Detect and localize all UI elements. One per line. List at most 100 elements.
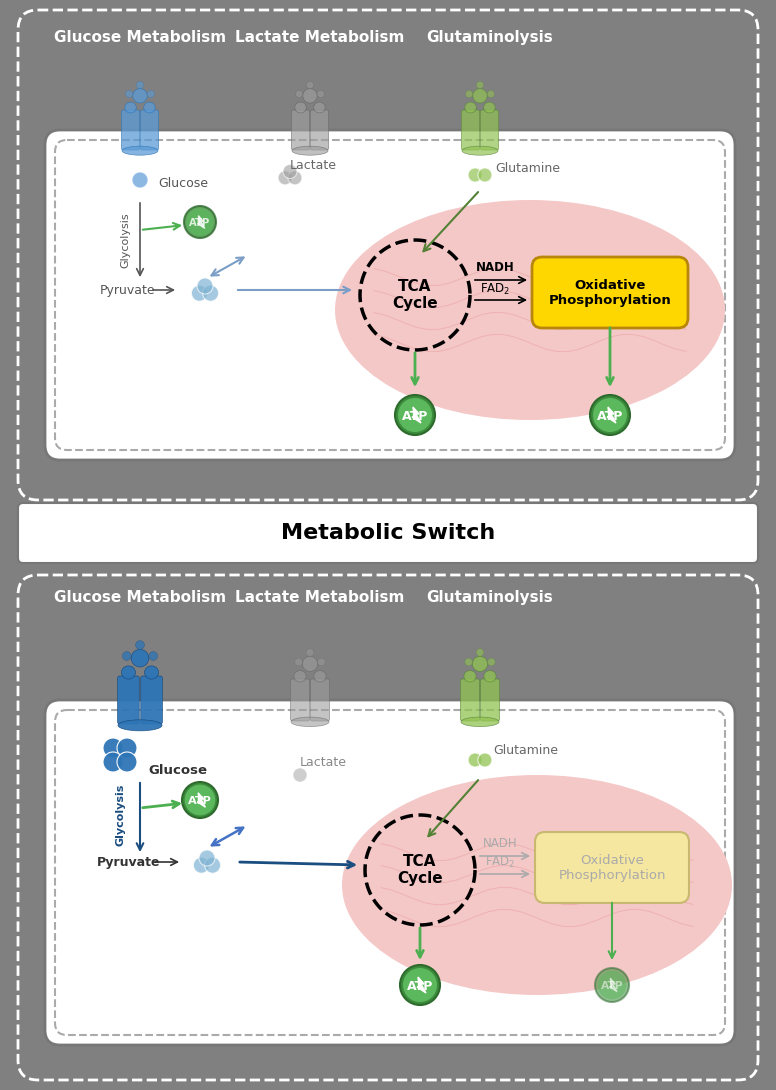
Circle shape <box>473 656 487 671</box>
Circle shape <box>293 768 307 782</box>
FancyBboxPatch shape <box>140 110 158 150</box>
FancyBboxPatch shape <box>290 679 310 720</box>
Circle shape <box>278 171 292 185</box>
Ellipse shape <box>144 666 158 679</box>
Text: Glutamine: Glutamine <box>495 161 560 174</box>
Polygon shape <box>607 407 616 423</box>
Text: FAD$_2$: FAD$_2$ <box>480 282 510 296</box>
Circle shape <box>317 90 324 98</box>
Circle shape <box>400 965 440 1005</box>
Circle shape <box>476 649 483 656</box>
FancyBboxPatch shape <box>310 110 329 150</box>
Polygon shape <box>198 216 205 229</box>
Ellipse shape <box>292 146 328 155</box>
Ellipse shape <box>314 102 325 113</box>
Circle shape <box>126 90 133 98</box>
FancyBboxPatch shape <box>45 700 735 1045</box>
Circle shape <box>133 88 147 102</box>
Ellipse shape <box>291 717 329 727</box>
Text: Glutaminolysis: Glutaminolysis <box>427 31 553 45</box>
Text: Lactate: Lactate <box>290 158 337 171</box>
Polygon shape <box>197 792 206 808</box>
FancyBboxPatch shape <box>460 679 480 720</box>
Text: FAD$_2$: FAD$_2$ <box>485 855 515 870</box>
Text: Oxidative
Phosphorylation: Oxidative Phosphorylation <box>549 279 671 307</box>
Circle shape <box>131 650 149 667</box>
Circle shape <box>590 395 630 435</box>
FancyBboxPatch shape <box>310 679 330 720</box>
Circle shape <box>186 208 213 235</box>
Text: Pyruvate: Pyruvate <box>97 856 161 869</box>
FancyBboxPatch shape <box>480 110 499 150</box>
Text: Glutamine: Glutamine <box>493 743 558 756</box>
Text: Glucose Metabolism: Glucose Metabolism <box>54 31 226 45</box>
Circle shape <box>317 658 325 666</box>
Ellipse shape <box>144 102 155 113</box>
Text: Glutaminolysis: Glutaminolysis <box>427 590 553 605</box>
Circle shape <box>303 88 317 102</box>
Text: Glucose: Glucose <box>148 763 207 776</box>
Circle shape <box>203 286 219 301</box>
Circle shape <box>478 753 492 767</box>
Text: ATP: ATP <box>402 410 428 423</box>
Text: Glucose Metabolism: Glucose Metabolism <box>54 590 226 605</box>
Circle shape <box>283 165 297 179</box>
Ellipse shape <box>122 146 158 155</box>
Circle shape <box>598 970 626 1000</box>
Circle shape <box>103 738 123 758</box>
Polygon shape <box>417 977 426 993</box>
Circle shape <box>103 752 123 772</box>
Text: Lactate Metabolism: Lactate Metabolism <box>235 31 405 45</box>
Circle shape <box>296 90 303 98</box>
Circle shape <box>468 753 482 767</box>
Text: ATP: ATP <box>601 981 623 991</box>
FancyBboxPatch shape <box>121 110 140 150</box>
Circle shape <box>123 652 131 661</box>
Text: ATP: ATP <box>407 980 433 993</box>
Circle shape <box>295 658 303 666</box>
Circle shape <box>403 968 437 1002</box>
FancyBboxPatch shape <box>532 257 688 328</box>
Ellipse shape <box>314 670 326 682</box>
Circle shape <box>199 850 215 865</box>
Circle shape <box>487 90 494 98</box>
Ellipse shape <box>342 775 732 995</box>
Ellipse shape <box>118 719 162 730</box>
Circle shape <box>307 82 314 88</box>
Polygon shape <box>412 407 421 423</box>
FancyBboxPatch shape <box>45 130 735 460</box>
Circle shape <box>307 649 314 656</box>
Text: Glucose: Glucose <box>158 177 208 190</box>
Circle shape <box>473 88 487 102</box>
Polygon shape <box>609 978 617 992</box>
Text: ATP: ATP <box>188 796 212 806</box>
Circle shape <box>465 658 473 666</box>
Circle shape <box>466 90 473 98</box>
Circle shape <box>395 395 435 435</box>
FancyBboxPatch shape <box>140 676 162 724</box>
FancyBboxPatch shape <box>18 502 758 564</box>
Circle shape <box>476 82 483 88</box>
Text: Pyruvate: Pyruvate <box>100 283 156 296</box>
Circle shape <box>478 168 492 182</box>
Ellipse shape <box>461 717 499 727</box>
Ellipse shape <box>465 102 476 113</box>
Circle shape <box>117 738 137 758</box>
Text: Lactate Metabolism: Lactate Metabolism <box>235 590 405 605</box>
Text: TCA
Cycle: TCA Cycle <box>392 279 438 312</box>
Circle shape <box>288 171 302 185</box>
Circle shape <box>197 278 213 294</box>
Text: ATP: ATP <box>189 218 210 228</box>
Circle shape <box>117 752 137 772</box>
Circle shape <box>398 398 432 432</box>
Text: TCA
Cycle: TCA Cycle <box>397 853 443 886</box>
Ellipse shape <box>483 102 495 113</box>
Circle shape <box>185 785 215 815</box>
Ellipse shape <box>125 102 137 113</box>
Text: NADH: NADH <box>476 261 514 274</box>
Circle shape <box>182 782 218 818</box>
Circle shape <box>149 652 158 661</box>
Text: Glycolysis: Glycolysis <box>115 784 125 846</box>
Text: Glycolysis: Glycolysis <box>120 213 130 268</box>
FancyBboxPatch shape <box>118 676 139 724</box>
